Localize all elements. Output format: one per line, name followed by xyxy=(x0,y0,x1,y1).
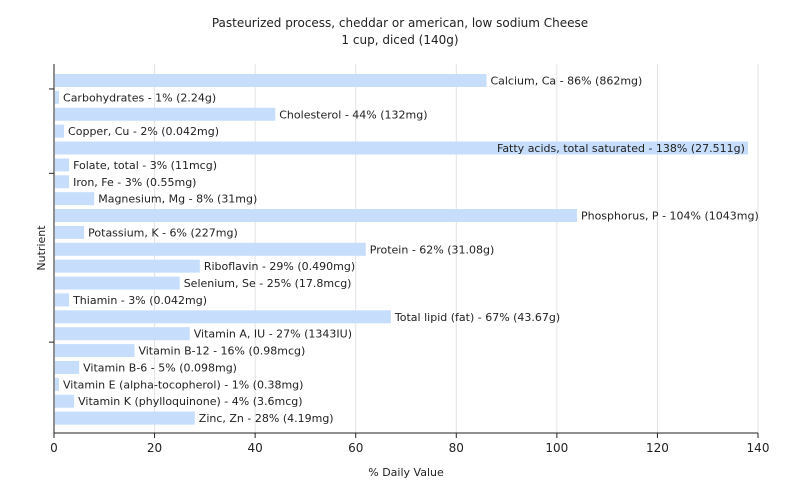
bar-label: Zinc, Zn - 28% (4.19mg) xyxy=(199,412,334,425)
bar xyxy=(55,394,75,408)
bar-label: Vitamin B-6 - 5% (0.098mg) xyxy=(83,361,237,374)
bar xyxy=(55,310,391,324)
bar xyxy=(55,327,190,341)
bar-label: Fatty acids, total saturated - 138% (27.… xyxy=(497,142,745,155)
bar xyxy=(55,360,80,374)
bar-label: Vitamin B-12 - 16% (0.98mcg) xyxy=(138,345,305,358)
bar-label: Folate, total - 3% (11mcg) xyxy=(73,159,217,172)
bar-label: Vitamin A, IU - 27% (1343IU) xyxy=(194,328,352,341)
bar xyxy=(55,259,200,273)
bar xyxy=(55,158,70,172)
bar xyxy=(55,107,276,121)
bar-label: Vitamin K (phylloquinone) - 4% (3.6mcg) xyxy=(78,395,302,408)
axes: 0 20 40 60 80 100 120 140 xyxy=(49,64,769,455)
x-axis-label: % Daily Value xyxy=(368,466,444,479)
bar xyxy=(55,242,366,256)
bar xyxy=(55,74,487,87)
bar-label: Iron, Fe - 3% (0.55mg) xyxy=(73,176,196,189)
bar-label: Riboflavin - 29% (0.490mg) xyxy=(204,260,355,273)
bar xyxy=(55,124,65,138)
bar-label: Calcium, Ca - 86% (862mg) xyxy=(490,75,642,88)
bar-label: Phosphorus, P - 104% (1043mg) xyxy=(581,210,759,223)
x-tick-label: 60 xyxy=(348,441,363,455)
chart-subtitle: 1 cup, diced (140g) xyxy=(341,33,458,47)
bar-label: Thiamin - 3% (0.042mg) xyxy=(72,294,207,307)
x-tick-label: 0 xyxy=(50,441,58,455)
bar xyxy=(55,377,60,391)
bar xyxy=(55,90,60,104)
bar xyxy=(55,411,195,425)
bar-label: Selenium, Se - 25% (17.8mcg) xyxy=(184,277,352,290)
bar-label: Total lipid (fat) - 67% (43.67g) xyxy=(394,311,560,324)
bar-label: Vitamin E (alpha-tocopherol) - 1% (0.38m… xyxy=(63,378,303,391)
x-tick-label: 100 xyxy=(545,441,568,455)
x-tick-label: 20 xyxy=(147,441,162,455)
bar-label: Copper, Cu - 2% (0.042mg) xyxy=(68,125,219,138)
bar-label: Cholesterol - 44% (132mg) xyxy=(279,108,427,121)
bar-label: Carbohydrates - 1% (2.24g) xyxy=(63,91,216,104)
x-tick-label: 120 xyxy=(646,441,669,455)
chart-title: Pasteurized process, cheddar or american… xyxy=(212,16,588,30)
x-tick-label: 40 xyxy=(248,441,263,455)
bar xyxy=(55,209,577,223)
bar xyxy=(55,293,70,307)
bar-label: Protein - 62% (31.08g) xyxy=(370,243,495,256)
bar xyxy=(55,225,85,239)
x-tick-label: 80 xyxy=(449,441,464,455)
bar-label: Magnesium, Mg - 8% (31mg) xyxy=(98,193,257,206)
bars: Calcium, Ca - 86% (862mg) Carbohydrates -… xyxy=(55,74,759,425)
bar xyxy=(55,276,180,290)
bar xyxy=(55,175,70,189)
bar xyxy=(55,192,95,206)
bar xyxy=(55,141,748,155)
x-tick-label: 140 xyxy=(747,441,770,455)
y-axis-label: Nutrient xyxy=(35,225,48,271)
bar-label: Potassium, K - 6% (227mg) xyxy=(88,226,238,239)
bar xyxy=(55,344,135,358)
